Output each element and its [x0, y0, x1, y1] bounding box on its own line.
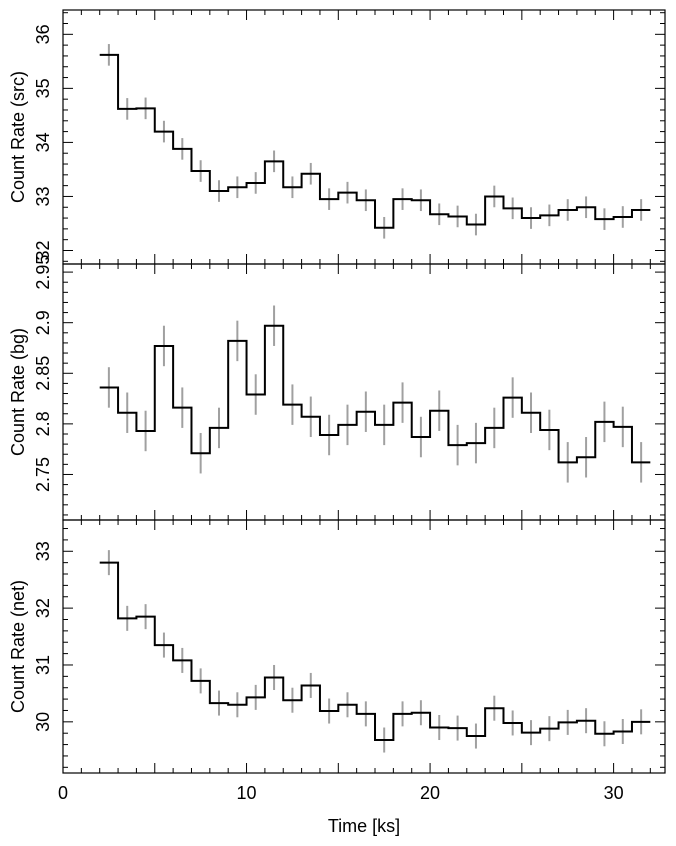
- y-tick-label: 34: [33, 132, 53, 152]
- y-axis-label: Count Rate (src): [8, 71, 28, 203]
- y-tick-label: 31: [33, 655, 53, 675]
- step-line: [99, 324, 651, 464]
- y-tick-label: 2.8: [33, 411, 53, 436]
- x-tick-label: 0: [58, 783, 68, 803]
- y-tick-label: 36: [33, 24, 53, 44]
- step-line: [99, 53, 651, 229]
- plot-frame: [62, 9, 666, 265]
- y-tick-label: 2.75: [33, 457, 53, 492]
- plot-frame: [62, 519, 666, 774]
- x-tick-label: 20: [420, 783, 440, 803]
- y-axis-label: Count Rate (net): [8, 580, 28, 713]
- y-tick-label: 2.9: [33, 310, 53, 335]
- y-tick-label: 35: [33, 78, 53, 98]
- plot-frame: [62, 263, 666, 521]
- y-tick-label: 2.85: [33, 356, 53, 391]
- y-tick-label: 30: [33, 712, 53, 732]
- panel-1: 32 33 34 35 36 Count Rate (src): [8, 9, 666, 265]
- y-tick-label: 33: [33, 541, 53, 561]
- y-tick-label: 33: [33, 186, 53, 206]
- panel-2: 2.75 2.8 2.85 2.9 2.95 Count Rate (bg): [8, 255, 666, 521]
- x-tick-label: 10: [237, 783, 257, 803]
- step-line: [99, 561, 651, 742]
- y-tick-label: 32: [33, 598, 53, 618]
- y-tick-label: 2.95: [33, 255, 53, 290]
- x-tick-label: 30: [604, 783, 624, 803]
- x-axis-label: Time [ks]: [328, 816, 400, 836]
- y-tick-label: 32: [33, 240, 53, 260]
- y-axis-label: Count Rate (bg): [8, 328, 28, 456]
